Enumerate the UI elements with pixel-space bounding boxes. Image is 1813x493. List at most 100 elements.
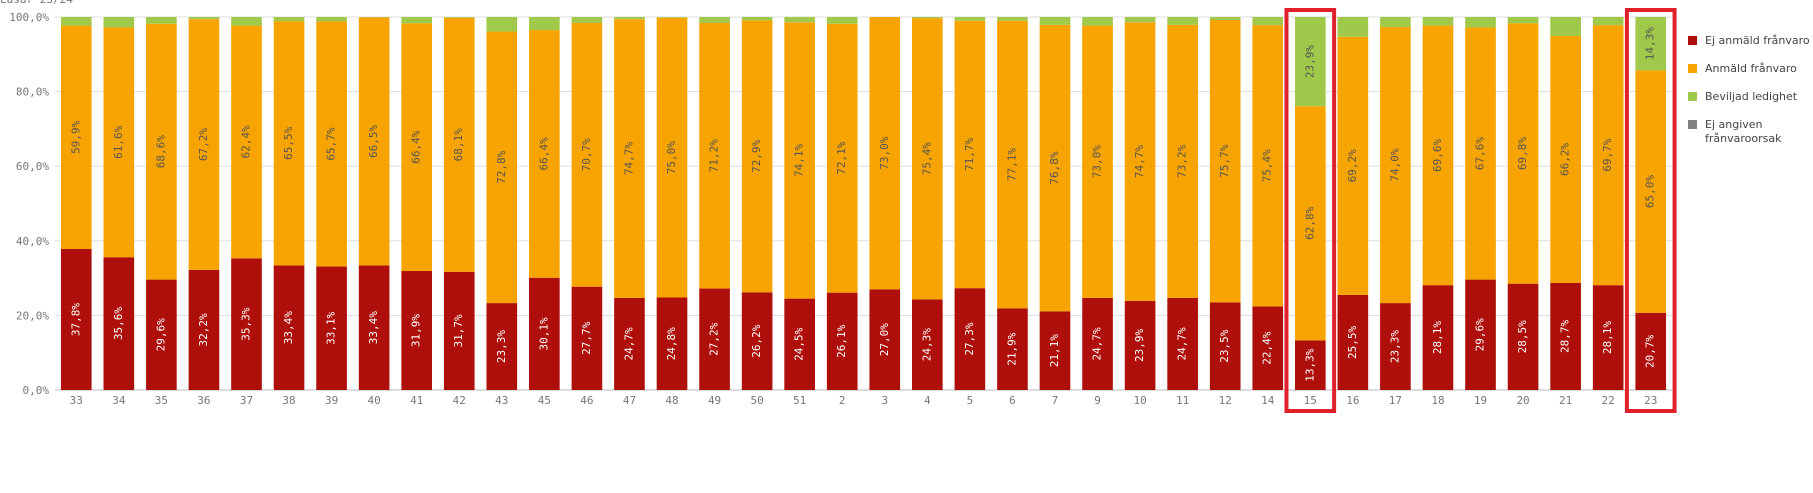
value-label: 67,6% [1474,137,1487,170]
value-label: 23,9% [1133,328,1146,361]
legend: Ej anmäld frånvaro Anmäld frånvaro Bevilja… [1688,34,1813,160]
bar-segment [826,17,858,24]
value-label: 26,1% [835,324,848,357]
x-tick-label: 21 [1559,394,1572,407]
value-label: 31,7% [452,314,465,347]
value-label: 21,9% [1005,332,1018,365]
value-label: 75,7% [1218,144,1231,177]
bar-segment [954,288,986,390]
bar-segment [146,23,177,280]
bar-segment [614,297,645,390]
legend-item[interactable]: Ej angiven frånvaroorsak [1688,118,1813,146]
y-tick-label: 80,0% [16,86,49,99]
legend-label: Anmäld frånvaro [1705,62,1797,75]
bar-segment [997,17,1028,21]
value-label: 30,1% [537,317,550,350]
bar-segment [699,17,730,23]
value-label: 77,1% [1005,148,1018,181]
value-label: 70,7% [580,138,593,171]
bar-segment [1252,25,1284,307]
value-label: 24,3% [920,328,933,361]
value-label: 66,2% [1559,143,1572,176]
bar-segment [1294,340,1326,390]
bar-segment [103,27,135,258]
bar-segment [60,249,92,390]
value-label: 31,9% [410,314,423,347]
legend-swatch [1688,120,1697,129]
bar-segment [1294,106,1326,341]
bar-segment [188,19,220,270]
value-label: 26,2% [750,324,763,357]
bar-segment [1337,36,1369,295]
y-tick-label: 0,0% [23,384,50,397]
x-tick-label: 48 [665,394,678,407]
bar-segment [1082,17,1113,26]
value-label: 33,1% [325,311,338,344]
bar-segment [60,25,92,250]
legend-item[interactable]: Beviljad ledighet [1688,90,1813,104]
bar-segment [60,17,92,26]
bar-segment [997,308,1028,390]
value-label: 61,6% [112,125,125,158]
bar-segment [614,19,645,298]
x-tick-label: 35 [155,394,168,407]
value-label: 33,4% [367,311,380,344]
legend-swatch [1688,36,1697,45]
bar-segment [1422,17,1454,26]
x-tick-label: 18 [1431,394,1444,407]
bar-segment [912,299,943,390]
bar-segment [443,17,475,18]
bar-segment [1635,70,1667,313]
legend-item[interactable]: Ej anmäld frånvaro [1688,34,1813,48]
bar-segment [358,265,390,390]
value-label: 65,0% [1644,175,1657,208]
bar-segment [741,20,773,293]
legend-item[interactable]: Anmäld frånvaro [1688,62,1813,76]
bar-segment [1380,17,1411,28]
bar-segment [741,292,773,390]
bar-segment [1082,297,1113,390]
highlight-box [1284,8,1337,413]
x-tick-label: 42 [453,394,466,407]
bar-segment [1592,25,1624,286]
value-label: 21,1% [1048,334,1061,367]
value-label: 37,8% [69,303,82,336]
legend-label: Ej anmäld frånvaro [1705,34,1810,47]
bar-segment [529,30,560,278]
value-label: 72,9% [750,139,763,172]
bar-segment [954,17,986,21]
value-label: 72,8% [495,150,508,183]
bar-segment [826,23,858,293]
bar-segment [1465,17,1496,28]
x-tick-label: 19 [1474,394,1487,407]
x-tick-label: 41 [410,394,423,407]
bar-segment [443,17,475,272]
value-label: 23,3% [495,330,508,363]
bar-segment [869,289,901,390]
bar-segment [1550,282,1581,390]
bar-segment [443,271,475,390]
x-tick-label: 46 [580,394,593,407]
x-tick-label: 7 [1052,394,1059,407]
value-label: 74,7% [622,142,635,175]
x-tick-label: 23 [1644,394,1657,407]
bar-segment [358,17,390,266]
bar-segment [1124,300,1156,390]
x-tick-label: 43 [495,394,508,407]
x-tick-label: 4 [924,394,931,407]
bar-segment [1124,22,1156,301]
value-label: 75,4% [920,142,933,175]
x-tick-label: 36 [197,394,210,407]
bar-segment [188,17,220,20]
bar-segment [486,17,518,32]
bar-segment [784,22,815,299]
bar-segment [273,21,305,266]
bar-segment [1124,17,1156,23]
x-tick-label: 14 [1261,394,1275,407]
x-tick-label: 3 [881,394,888,407]
x-tick-label: 9 [1094,394,1101,407]
bar-segment [103,17,135,28]
bar-segment [231,258,262,390]
bar-segment [954,20,986,289]
value-label: 68,6% [154,135,167,168]
